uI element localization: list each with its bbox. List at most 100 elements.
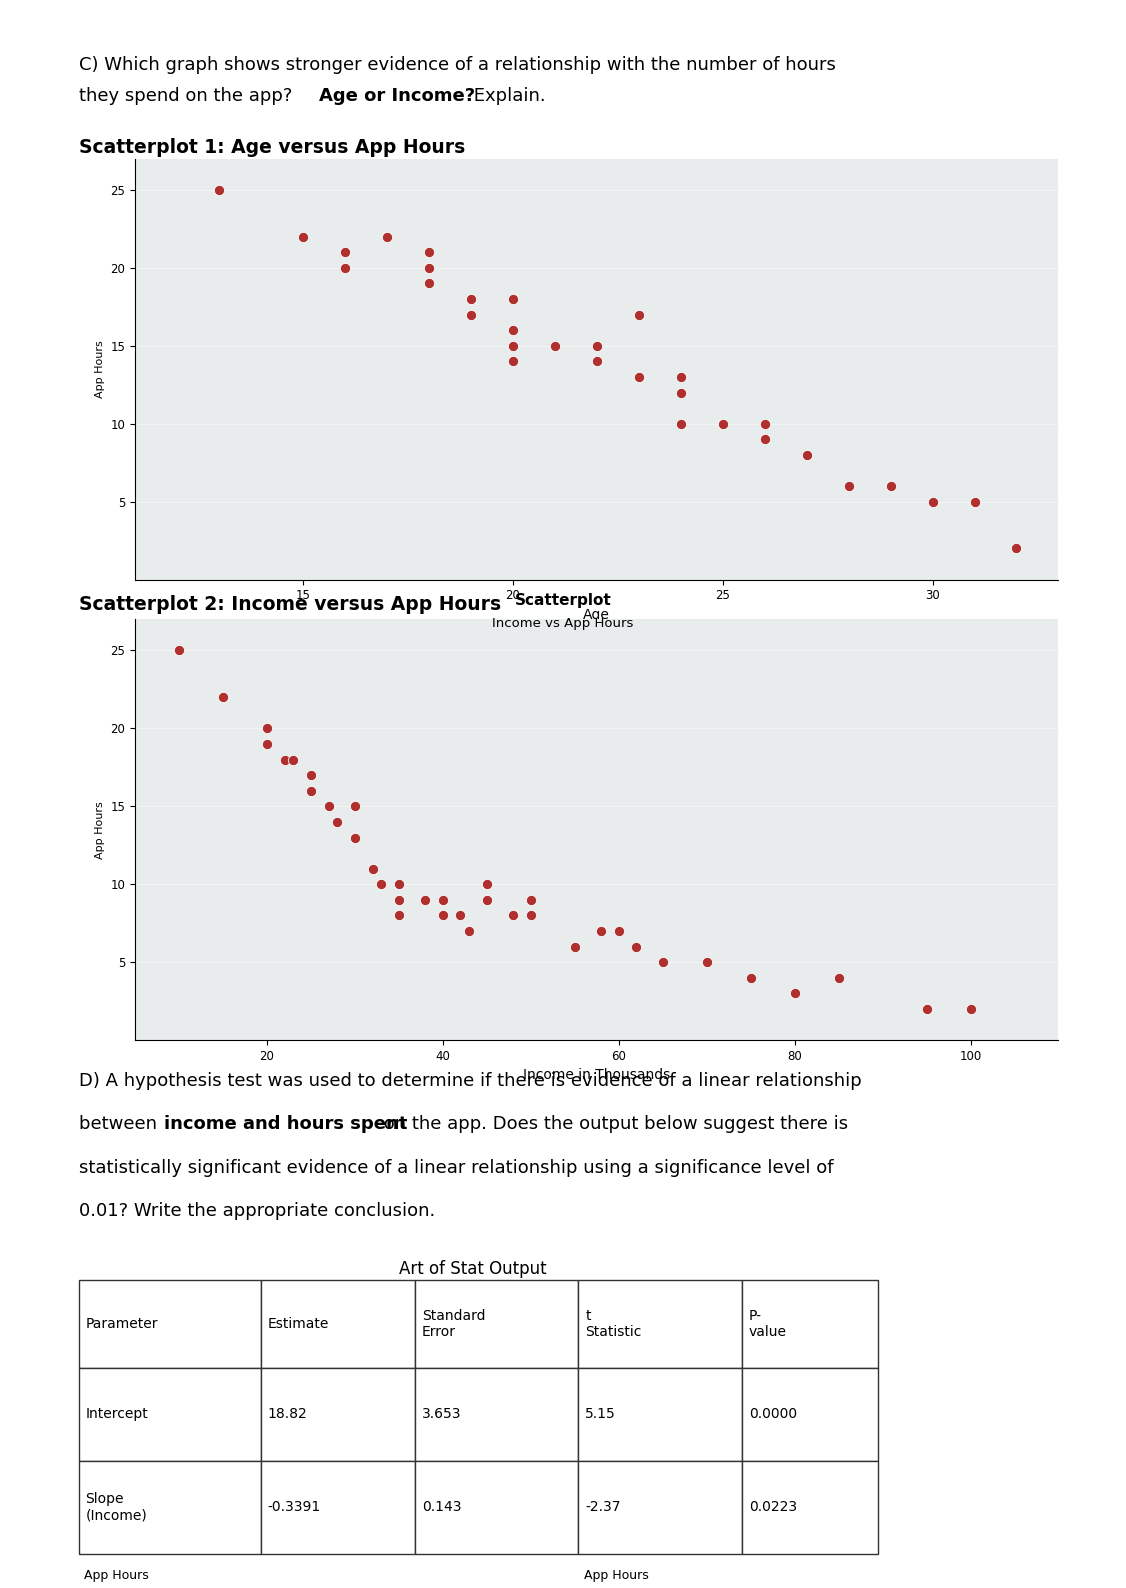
Text: Scatterplot 1: Age versus App Hours: Scatterplot 1: Age versus App Hours xyxy=(79,138,465,157)
Text: Scatterplot 2: Income versus App Hours: Scatterplot 2: Income versus App Hours xyxy=(79,596,501,615)
Point xyxy=(503,286,521,311)
Point xyxy=(170,638,188,664)
Point xyxy=(462,286,480,311)
Text: 0.0000: 0.0000 xyxy=(749,1407,797,1421)
Text: they spend on the app?: they spend on the app? xyxy=(79,87,298,105)
Text: -0.3391: -0.3391 xyxy=(267,1501,321,1513)
Text: Age or Income?: Age or Income? xyxy=(319,87,475,105)
Text: Intercept: Intercept xyxy=(86,1407,149,1421)
Point xyxy=(797,441,815,467)
Point xyxy=(503,349,521,375)
Point xyxy=(588,333,606,359)
Point xyxy=(588,349,606,375)
Point xyxy=(830,966,848,991)
Text: P-
value: P- value xyxy=(749,1309,787,1339)
Point xyxy=(420,272,438,297)
Point xyxy=(654,950,672,975)
Point xyxy=(346,824,364,850)
Point xyxy=(294,224,312,249)
Point xyxy=(672,411,690,437)
Point xyxy=(786,981,804,1007)
Point xyxy=(546,333,564,359)
Point xyxy=(503,333,521,359)
Text: statistically significant evidence of a linear relationship using a significance: statistically significant evidence of a … xyxy=(79,1159,833,1177)
Point xyxy=(923,489,941,515)
Text: 18.82: 18.82 xyxy=(267,1407,307,1421)
Point xyxy=(672,364,690,389)
Point xyxy=(346,794,364,819)
Text: on the app. Does the output below suggest there is: on the app. Does the output below sugges… xyxy=(378,1115,849,1134)
Point xyxy=(521,888,539,913)
Point xyxy=(629,364,647,389)
Text: Standard
Error: Standard Error xyxy=(422,1309,485,1339)
Point xyxy=(336,240,354,265)
Point xyxy=(320,794,338,819)
Point xyxy=(565,934,583,959)
Text: -2.37: -2.37 xyxy=(586,1501,620,1513)
Point xyxy=(434,888,452,913)
Text: income and hours spent: income and hours spent xyxy=(164,1115,408,1134)
Point xyxy=(756,411,774,437)
Point xyxy=(672,380,690,405)
Point xyxy=(285,746,303,772)
Point xyxy=(627,934,645,959)
Text: App Hours: App Hours xyxy=(584,1569,649,1582)
Text: Explain.: Explain. xyxy=(468,87,546,105)
Point xyxy=(276,746,294,772)
X-axis label: Income in Thousands: Income in Thousands xyxy=(524,1069,670,1083)
Text: App Hours: App Hours xyxy=(84,1569,150,1582)
Text: 0.143: 0.143 xyxy=(422,1501,462,1513)
Point xyxy=(336,256,354,281)
Text: Slope
(Income): Slope (Income) xyxy=(86,1493,148,1523)
Point xyxy=(302,778,320,804)
Point xyxy=(364,856,382,881)
Text: between: between xyxy=(79,1115,162,1134)
Point xyxy=(378,224,396,249)
Point xyxy=(962,996,980,1021)
Y-axis label: App Hours: App Hours xyxy=(95,340,105,399)
Point xyxy=(461,918,479,943)
Y-axis label: App Hours: App Hours xyxy=(95,800,105,859)
X-axis label: Age: Age xyxy=(583,608,610,622)
Point xyxy=(434,902,452,927)
Text: 3.653: 3.653 xyxy=(422,1407,462,1421)
Text: Income vs App Hours: Income vs App Hours xyxy=(492,618,634,630)
Point xyxy=(840,473,858,499)
Text: D) A hypothesis test was used to determine if there is evidence of a linear rela: D) A hypothesis test was used to determi… xyxy=(79,1072,861,1089)
Text: 0.0223: 0.0223 xyxy=(749,1501,797,1513)
Point xyxy=(629,302,647,327)
Point xyxy=(797,441,815,467)
Text: t
Statistic: t Statistic xyxy=(586,1309,642,1339)
Point xyxy=(417,888,435,913)
Point xyxy=(714,411,732,437)
Text: Estimate: Estimate xyxy=(267,1316,329,1331)
Point xyxy=(714,411,732,437)
Point xyxy=(965,489,983,515)
Point xyxy=(503,318,521,343)
Point xyxy=(329,810,347,835)
Point xyxy=(610,918,628,943)
Text: 5.15: 5.15 xyxy=(586,1407,616,1421)
Point xyxy=(756,427,774,453)
Point xyxy=(452,902,470,927)
Point xyxy=(390,872,408,897)
Text: Scatterplot: Scatterplot xyxy=(515,594,611,608)
Point xyxy=(882,473,900,499)
Point xyxy=(302,762,320,788)
Text: 0.01? Write the appropriate conclusion.: 0.01? Write the appropriate conclusion. xyxy=(79,1202,435,1220)
Point xyxy=(258,716,276,742)
Point xyxy=(477,872,495,897)
Text: Parameter: Parameter xyxy=(86,1316,158,1331)
Point xyxy=(504,902,522,927)
Point xyxy=(390,902,408,927)
Point xyxy=(390,888,408,913)
Point xyxy=(211,178,229,203)
Text: C) Which graph shows stronger evidence of a relationship with the number of hour: C) Which graph shows stronger evidence o… xyxy=(79,56,835,73)
Point xyxy=(373,872,391,897)
Point xyxy=(698,950,716,975)
Point xyxy=(477,888,495,913)
Point xyxy=(546,333,564,359)
Point xyxy=(521,902,539,927)
Point xyxy=(1008,535,1026,561)
Point xyxy=(258,732,276,757)
